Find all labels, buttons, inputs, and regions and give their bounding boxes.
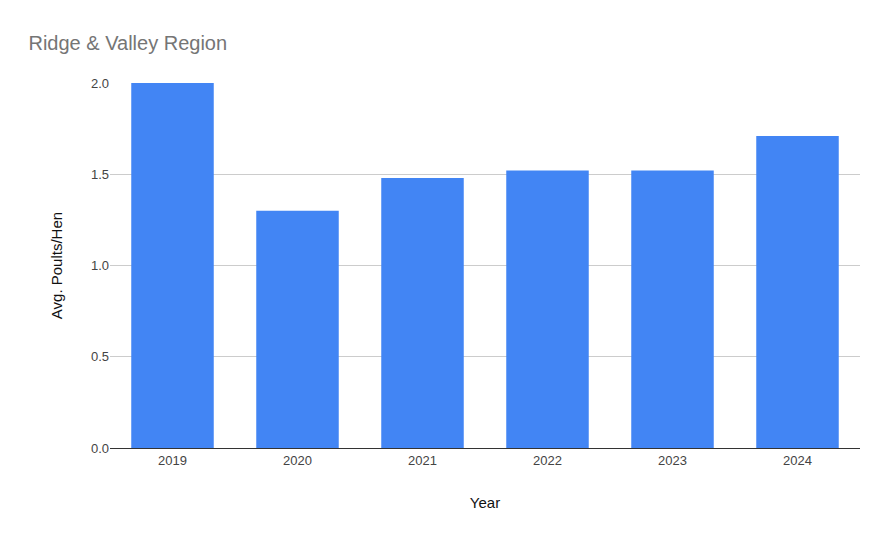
svg-text:2021: 2021 <box>408 453 437 468</box>
svg-text:0.5: 0.5 <box>91 349 109 364</box>
svg-text:2019: 2019 <box>158 453 187 468</box>
svg-text:2024: 2024 <box>783 453 812 468</box>
svg-text:0.0: 0.0 <box>91 441 109 456</box>
svg-text:Year: Year <box>470 494 500 511</box>
svg-text:1.5: 1.5 <box>91 167 109 182</box>
svg-text:Ridge & Valley Region: Ridge & Valley Region <box>28 32 227 54</box>
svg-text:2022: 2022 <box>533 453 562 468</box>
svg-text:2020: 2020 <box>283 453 312 468</box>
svg-text:Avg. Poults/Hen: Avg. Poults/Hen <box>48 212 65 319</box>
svg-text:2023: 2023 <box>658 453 687 468</box>
svg-text:1.0: 1.0 <box>91 258 109 273</box>
svg-text:2.0: 2.0 <box>91 76 109 91</box>
